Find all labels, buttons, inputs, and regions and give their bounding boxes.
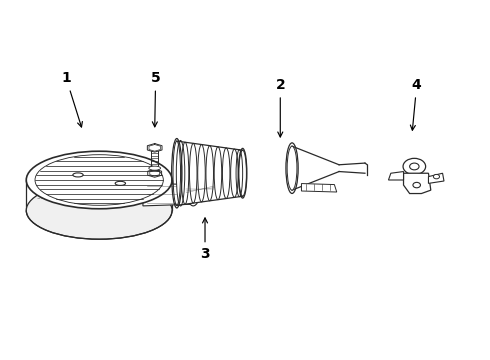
Ellipse shape	[403, 158, 426, 175]
Polygon shape	[428, 173, 444, 183]
Ellipse shape	[115, 181, 125, 185]
Polygon shape	[292, 146, 339, 190]
Text: 2: 2	[275, 78, 285, 137]
Ellipse shape	[286, 143, 298, 193]
Ellipse shape	[287, 146, 297, 190]
Polygon shape	[404, 173, 431, 194]
Text: 1: 1	[61, 72, 82, 127]
Ellipse shape	[410, 163, 419, 170]
Polygon shape	[301, 184, 337, 192]
Ellipse shape	[187, 183, 199, 206]
Ellipse shape	[433, 174, 440, 179]
Polygon shape	[177, 141, 243, 205]
Text: 5: 5	[151, 72, 161, 127]
Ellipse shape	[35, 155, 163, 205]
Text: 3: 3	[200, 218, 210, 261]
Ellipse shape	[26, 151, 172, 209]
Ellipse shape	[73, 173, 83, 177]
Ellipse shape	[26, 182, 172, 239]
Polygon shape	[143, 183, 193, 206]
Ellipse shape	[149, 166, 161, 170]
Ellipse shape	[413, 183, 420, 188]
Polygon shape	[389, 171, 404, 180]
Text: 4: 4	[410, 78, 421, 130]
